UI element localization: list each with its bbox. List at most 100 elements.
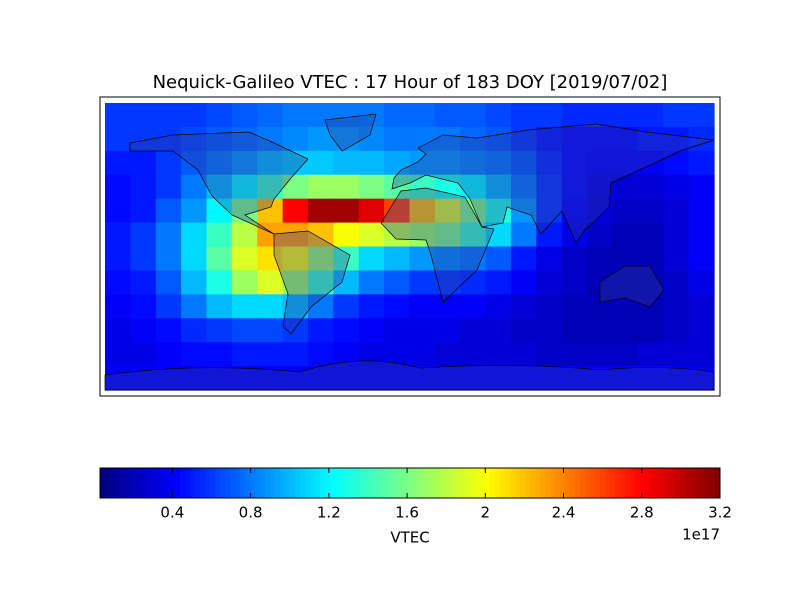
land [391, 123, 715, 244]
cell [130, 222, 157, 248]
cell [409, 103, 436, 128]
colorbar-swatch [250, 468, 256, 498]
colorbar-swatch [550, 468, 556, 498]
cell [460, 150, 487, 176]
cell [206, 246, 233, 272]
cell [181, 222, 208, 248]
colorbar-swatch [590, 468, 596, 498]
cell [612, 174, 639, 200]
colorbar-swatch [135, 468, 141, 498]
cell [130, 270, 157, 295]
colorbar-swatch [675, 468, 681, 498]
cell [282, 198, 309, 224]
cell [155, 150, 182, 176]
colorbar-swatch [275, 468, 281, 498]
colorbar-swatch [680, 468, 686, 498]
cell [561, 103, 588, 128]
colorbar-swatch [295, 468, 301, 498]
cell [561, 270, 588, 295]
colorbar-swatch [685, 468, 691, 498]
cell [282, 174, 309, 200]
cell [105, 222, 131, 248]
cell [434, 366, 461, 391]
cell [308, 103, 334, 128]
cell [105, 342, 131, 367]
colorbar-swatch [145, 468, 151, 498]
cell [511, 150, 537, 176]
cell [434, 294, 461, 319]
colorbar-swatch [560, 468, 566, 498]
cell [206, 126, 233, 152]
cell [663, 174, 690, 200]
cell [130, 246, 157, 272]
cell [688, 318, 715, 343]
cell [282, 103, 309, 128]
cell [511, 366, 537, 391]
colorbar-swatch [175, 468, 181, 498]
cell [612, 270, 639, 295]
cell [282, 366, 309, 391]
colorbar-swatch [375, 468, 381, 498]
colorbar-swatch [290, 468, 296, 498]
colorbar-swatch [640, 468, 646, 498]
colorbar-swatch [635, 468, 641, 498]
cell [333, 103, 360, 128]
cell [130, 342, 157, 367]
cell [688, 342, 715, 367]
cell [231, 174, 258, 200]
cell [384, 294, 411, 319]
cell [663, 103, 690, 128]
colorbar-swatch [320, 468, 326, 498]
cell [105, 198, 131, 224]
colorbar-swatch [285, 468, 291, 498]
colorbar-swatch [245, 468, 251, 498]
cell [561, 150, 588, 176]
cell [384, 126, 411, 152]
cell [308, 198, 334, 224]
cell [155, 198, 182, 224]
cell [308, 294, 334, 319]
colorbar-tick-label: 2 [481, 504, 491, 522]
colorbar-swatch [500, 468, 506, 498]
colorbar-swatch [505, 468, 511, 498]
cell [384, 318, 411, 343]
colorbar-swatch [470, 468, 476, 498]
cell [536, 198, 563, 224]
colorbar-swatch [585, 468, 591, 498]
cell [587, 198, 614, 224]
cell [511, 222, 537, 248]
cell [358, 270, 385, 295]
cell [511, 103, 537, 128]
cell [282, 222, 309, 248]
colorbar-swatch [190, 468, 196, 498]
cell [155, 366, 182, 391]
cell [130, 150, 157, 176]
colorbar-swatch [330, 468, 336, 498]
cell [257, 246, 284, 272]
colorbar-swatch [280, 468, 286, 498]
colorbar-swatch [625, 468, 631, 498]
cell [663, 246, 690, 272]
cell [460, 174, 487, 200]
colorbar-swatch [170, 468, 176, 498]
cell [181, 246, 208, 272]
cell [358, 246, 385, 272]
colorbar-swatch [690, 468, 696, 498]
cell [308, 366, 334, 391]
cell [308, 174, 334, 200]
colorbar-swatch [655, 468, 661, 498]
colorbar-swatch [370, 468, 376, 498]
cell [434, 198, 461, 224]
land [599, 265, 665, 308]
colorbar-swatch [150, 468, 156, 498]
map-frame [99, 96, 721, 397]
cell [688, 150, 715, 176]
cell [637, 342, 664, 367]
cell [561, 294, 588, 319]
cell [612, 318, 639, 343]
colorbar-swatch [520, 468, 526, 498]
land [380, 187, 495, 303]
colorbar-swatch [410, 468, 416, 498]
colorbar-swatch [660, 468, 666, 498]
